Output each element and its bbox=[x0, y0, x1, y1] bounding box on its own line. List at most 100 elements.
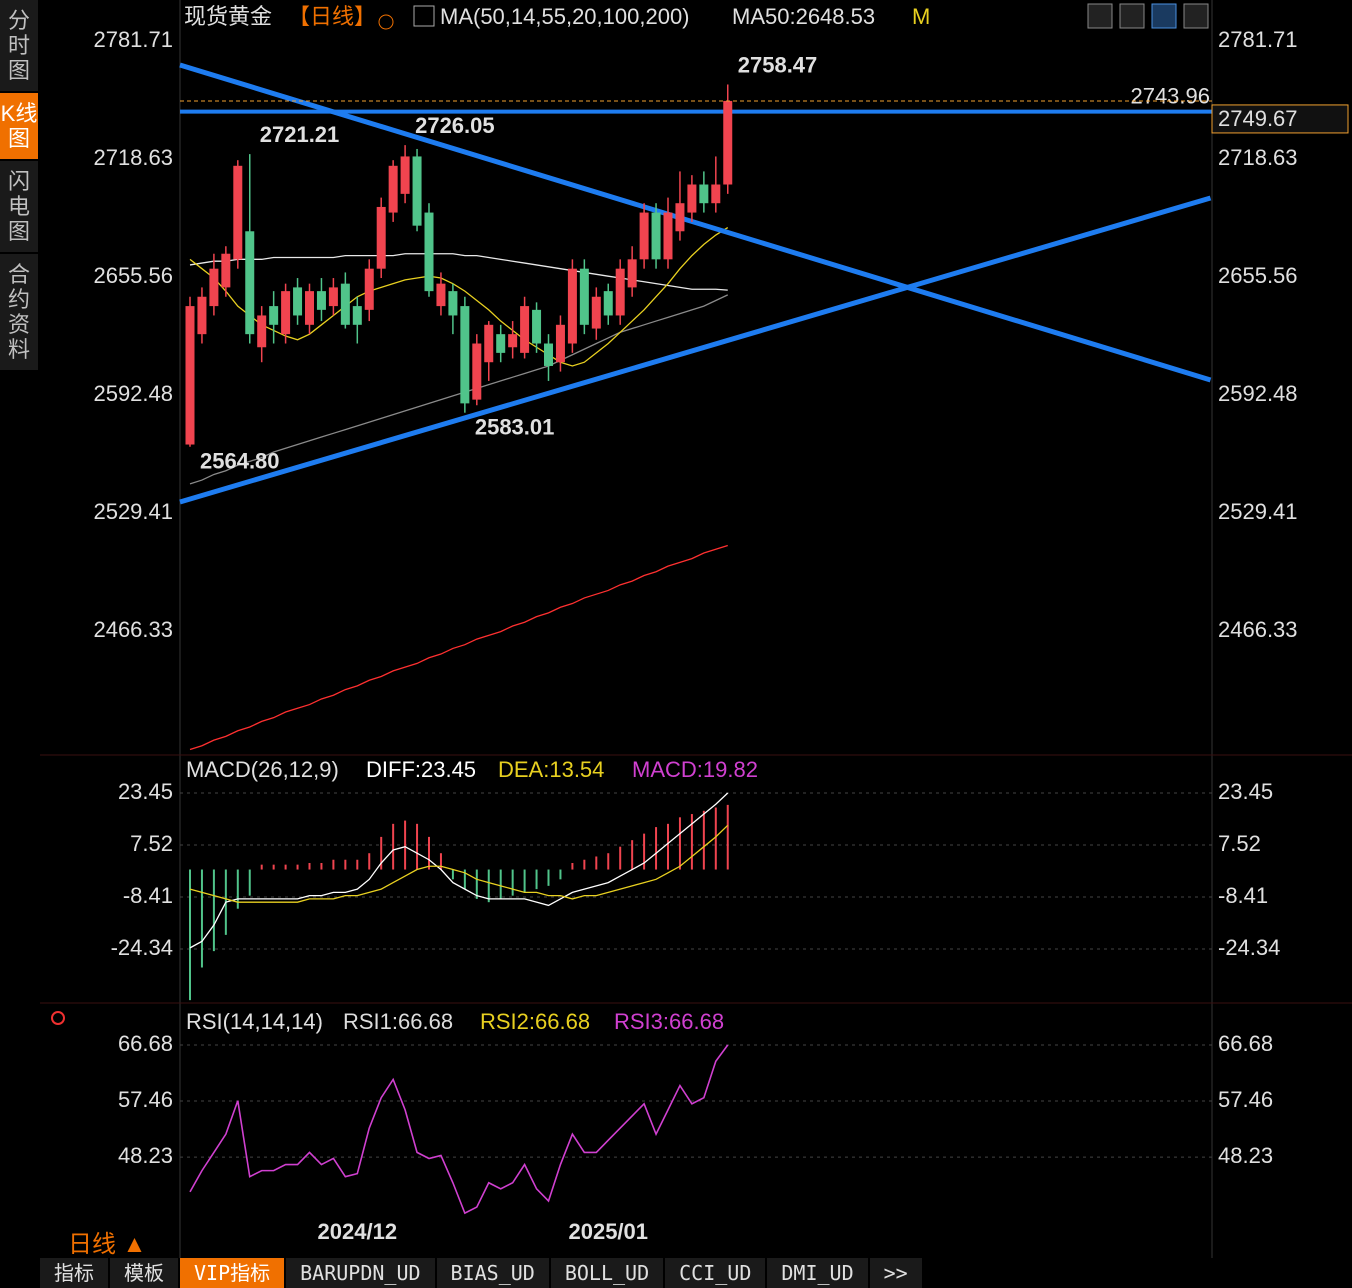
trendline bbox=[179, 62, 1212, 383]
candle-body bbox=[544, 343, 553, 366]
candle-body bbox=[460, 306, 470, 404]
candle-body bbox=[484, 324, 494, 363]
y-tick-label: 23.45 bbox=[1218, 779, 1273, 804]
candle-body bbox=[376, 206, 386, 269]
toolbar-button[interactable] bbox=[1119, 3, 1145, 29]
period: 【日线】 bbox=[288, 4, 376, 29]
settings-icon[interactable] bbox=[51, 1011, 65, 1025]
last-price-label: 2749.67 bbox=[1218, 106, 1298, 131]
x-tick-label: 2025/01 bbox=[568, 1219, 648, 1244]
panel-header: MACD(26,12,9) DIFF:23.45 DEA:13.54 MACD:19.… bbox=[186, 757, 758, 782]
candle-body bbox=[472, 343, 482, 400]
icon[interactable] bbox=[413, 5, 435, 27]
candle-body bbox=[639, 212, 649, 260]
candle-body bbox=[221, 253, 231, 288]
y-tick-label: 2655.56 bbox=[93, 263, 173, 288]
bottom-tab[interactable]: BARUPDN_UD bbox=[286, 1258, 435, 1288]
candle-body bbox=[663, 212, 673, 260]
line bbox=[189, 1044, 729, 1215]
candle-body bbox=[257, 315, 267, 348]
y-tick-label: 2781.71 bbox=[1218, 27, 1298, 52]
ma-mode: M bbox=[912, 4, 930, 29]
panel-header: RSI(14,14,14) RSI1:66.68 RSI2:66.68 RSI3:66… bbox=[186, 1009, 724, 1034]
y-tick-label: -24.34 bbox=[1218, 935, 1280, 960]
y-tick-label: 57.46 bbox=[118, 1087, 173, 1112]
last-price-box bbox=[1211, 104, 1349, 134]
y-tick-label: 66.68 bbox=[118, 1031, 173, 1056]
bottom-tab[interactable]: DMI_UD bbox=[767, 1258, 868, 1288]
bottom-tab[interactable]: BOLL_UD bbox=[550, 1258, 664, 1288]
candle-body bbox=[328, 287, 338, 307]
candle-body bbox=[675, 203, 685, 232]
y-tick-label: 48.23 bbox=[118, 1143, 173, 1168]
candle-body bbox=[424, 212, 434, 292]
toolbar-button[interactable] bbox=[1087, 3, 1113, 29]
y-tick-label: 48.23 bbox=[1218, 1143, 1273, 1168]
y-tick-label: 23.45 bbox=[118, 779, 173, 804]
y-tick-label: -8.41 bbox=[1218, 883, 1268, 908]
line bbox=[189, 226, 729, 367]
candle-body bbox=[508, 334, 518, 348]
peak-label: 2721.21 bbox=[260, 122, 340, 147]
ma-params: MA(50,14,55,20,100,200) bbox=[440, 4, 690, 29]
candle-body bbox=[412, 156, 422, 226]
y-tick-label: -24.34 bbox=[111, 935, 173, 960]
toolbar-button[interactable] bbox=[1183, 3, 1209, 29]
line bbox=[189, 294, 729, 485]
y-tick-label: 2529.41 bbox=[93, 499, 173, 524]
period-button[interactable]: 日线 ▲ bbox=[68, 1231, 147, 1258]
bottom-tab[interactable]: 模板 bbox=[110, 1258, 178, 1288]
candle-body bbox=[699, 184, 709, 204]
candle-body bbox=[520, 306, 530, 353]
side-tab[interactable]: K线图 bbox=[0, 93, 38, 161]
side-tab[interactable]: 闪电图 bbox=[0, 161, 38, 254]
side-tab[interactable]: 分时图 bbox=[0, 0, 38, 93]
candle-body bbox=[293, 287, 303, 316]
y-tick-label: 2592.48 bbox=[93, 381, 173, 406]
candle-body bbox=[400, 156, 410, 194]
hline-label: 2743.96 bbox=[1130, 83, 1210, 108]
y-tick-label: 2655.56 bbox=[1218, 263, 1298, 288]
legend-entry: RSI1:66.68 bbox=[343, 1009, 453, 1034]
trendline bbox=[179, 195, 1212, 505]
candle-body bbox=[687, 184, 697, 213]
candle-body bbox=[567, 268, 577, 344]
legend-entry: MACD:19.82 bbox=[632, 757, 758, 782]
legend-entry: RSI3:66.68 bbox=[614, 1009, 724, 1034]
y-tick-label: 2592.48 bbox=[1218, 381, 1298, 406]
candle-body bbox=[340, 283, 350, 325]
candle-body bbox=[316, 291, 326, 310]
bottom-tab[interactable]: CCI_UD bbox=[665, 1258, 766, 1288]
candle-body bbox=[388, 165, 398, 213]
line bbox=[189, 824, 729, 903]
bottom-tab[interactable]: >> bbox=[869, 1258, 922, 1288]
candle-body bbox=[305, 291, 314, 325]
panel-title: MACD(26,12,9) bbox=[186, 757, 339, 782]
y-tick-label: 2718.63 bbox=[93, 145, 173, 170]
symbol: 现货黄金 bbox=[184, 4, 272, 29]
trough-label: 2564.80 bbox=[200, 449, 280, 474]
panel-title: RSI(14,14,14) bbox=[186, 1009, 323, 1034]
y-tick-label: 7.52 bbox=[1218, 831, 1261, 856]
bottom-tab[interactable]: 指标 bbox=[40, 1258, 108, 1288]
candle-body bbox=[197, 296, 207, 335]
candle-body bbox=[448, 291, 458, 316]
y-tick-label: 2466.33 bbox=[93, 617, 173, 642]
y-tick-label: 2466.33 bbox=[1218, 617, 1298, 642]
icon[interactable] bbox=[378, 14, 394, 30]
y-tick-label: -8.41 bbox=[123, 883, 173, 908]
bottom-tab[interactable]: BIAS_UD bbox=[436, 1258, 549, 1288]
sidebar: 分时图 K线图 闪电图 合约资料 bbox=[0, 0, 38, 372]
bottom-tab[interactable]: VIP指标 bbox=[180, 1258, 285, 1288]
legend-entry: DIFF:23.45 bbox=[366, 757, 476, 782]
y-tick-label: 2781.71 bbox=[93, 27, 173, 52]
candle-body bbox=[591, 296, 601, 329]
y-tick-label: 7.52 bbox=[130, 831, 173, 856]
toolbar-button[interactable] bbox=[1151, 3, 1177, 29]
candle-body bbox=[555, 324, 565, 363]
side-tab[interactable]: 合约资料 bbox=[0, 254, 38, 372]
candle-body bbox=[627, 259, 637, 288]
candle-body bbox=[603, 291, 613, 316]
